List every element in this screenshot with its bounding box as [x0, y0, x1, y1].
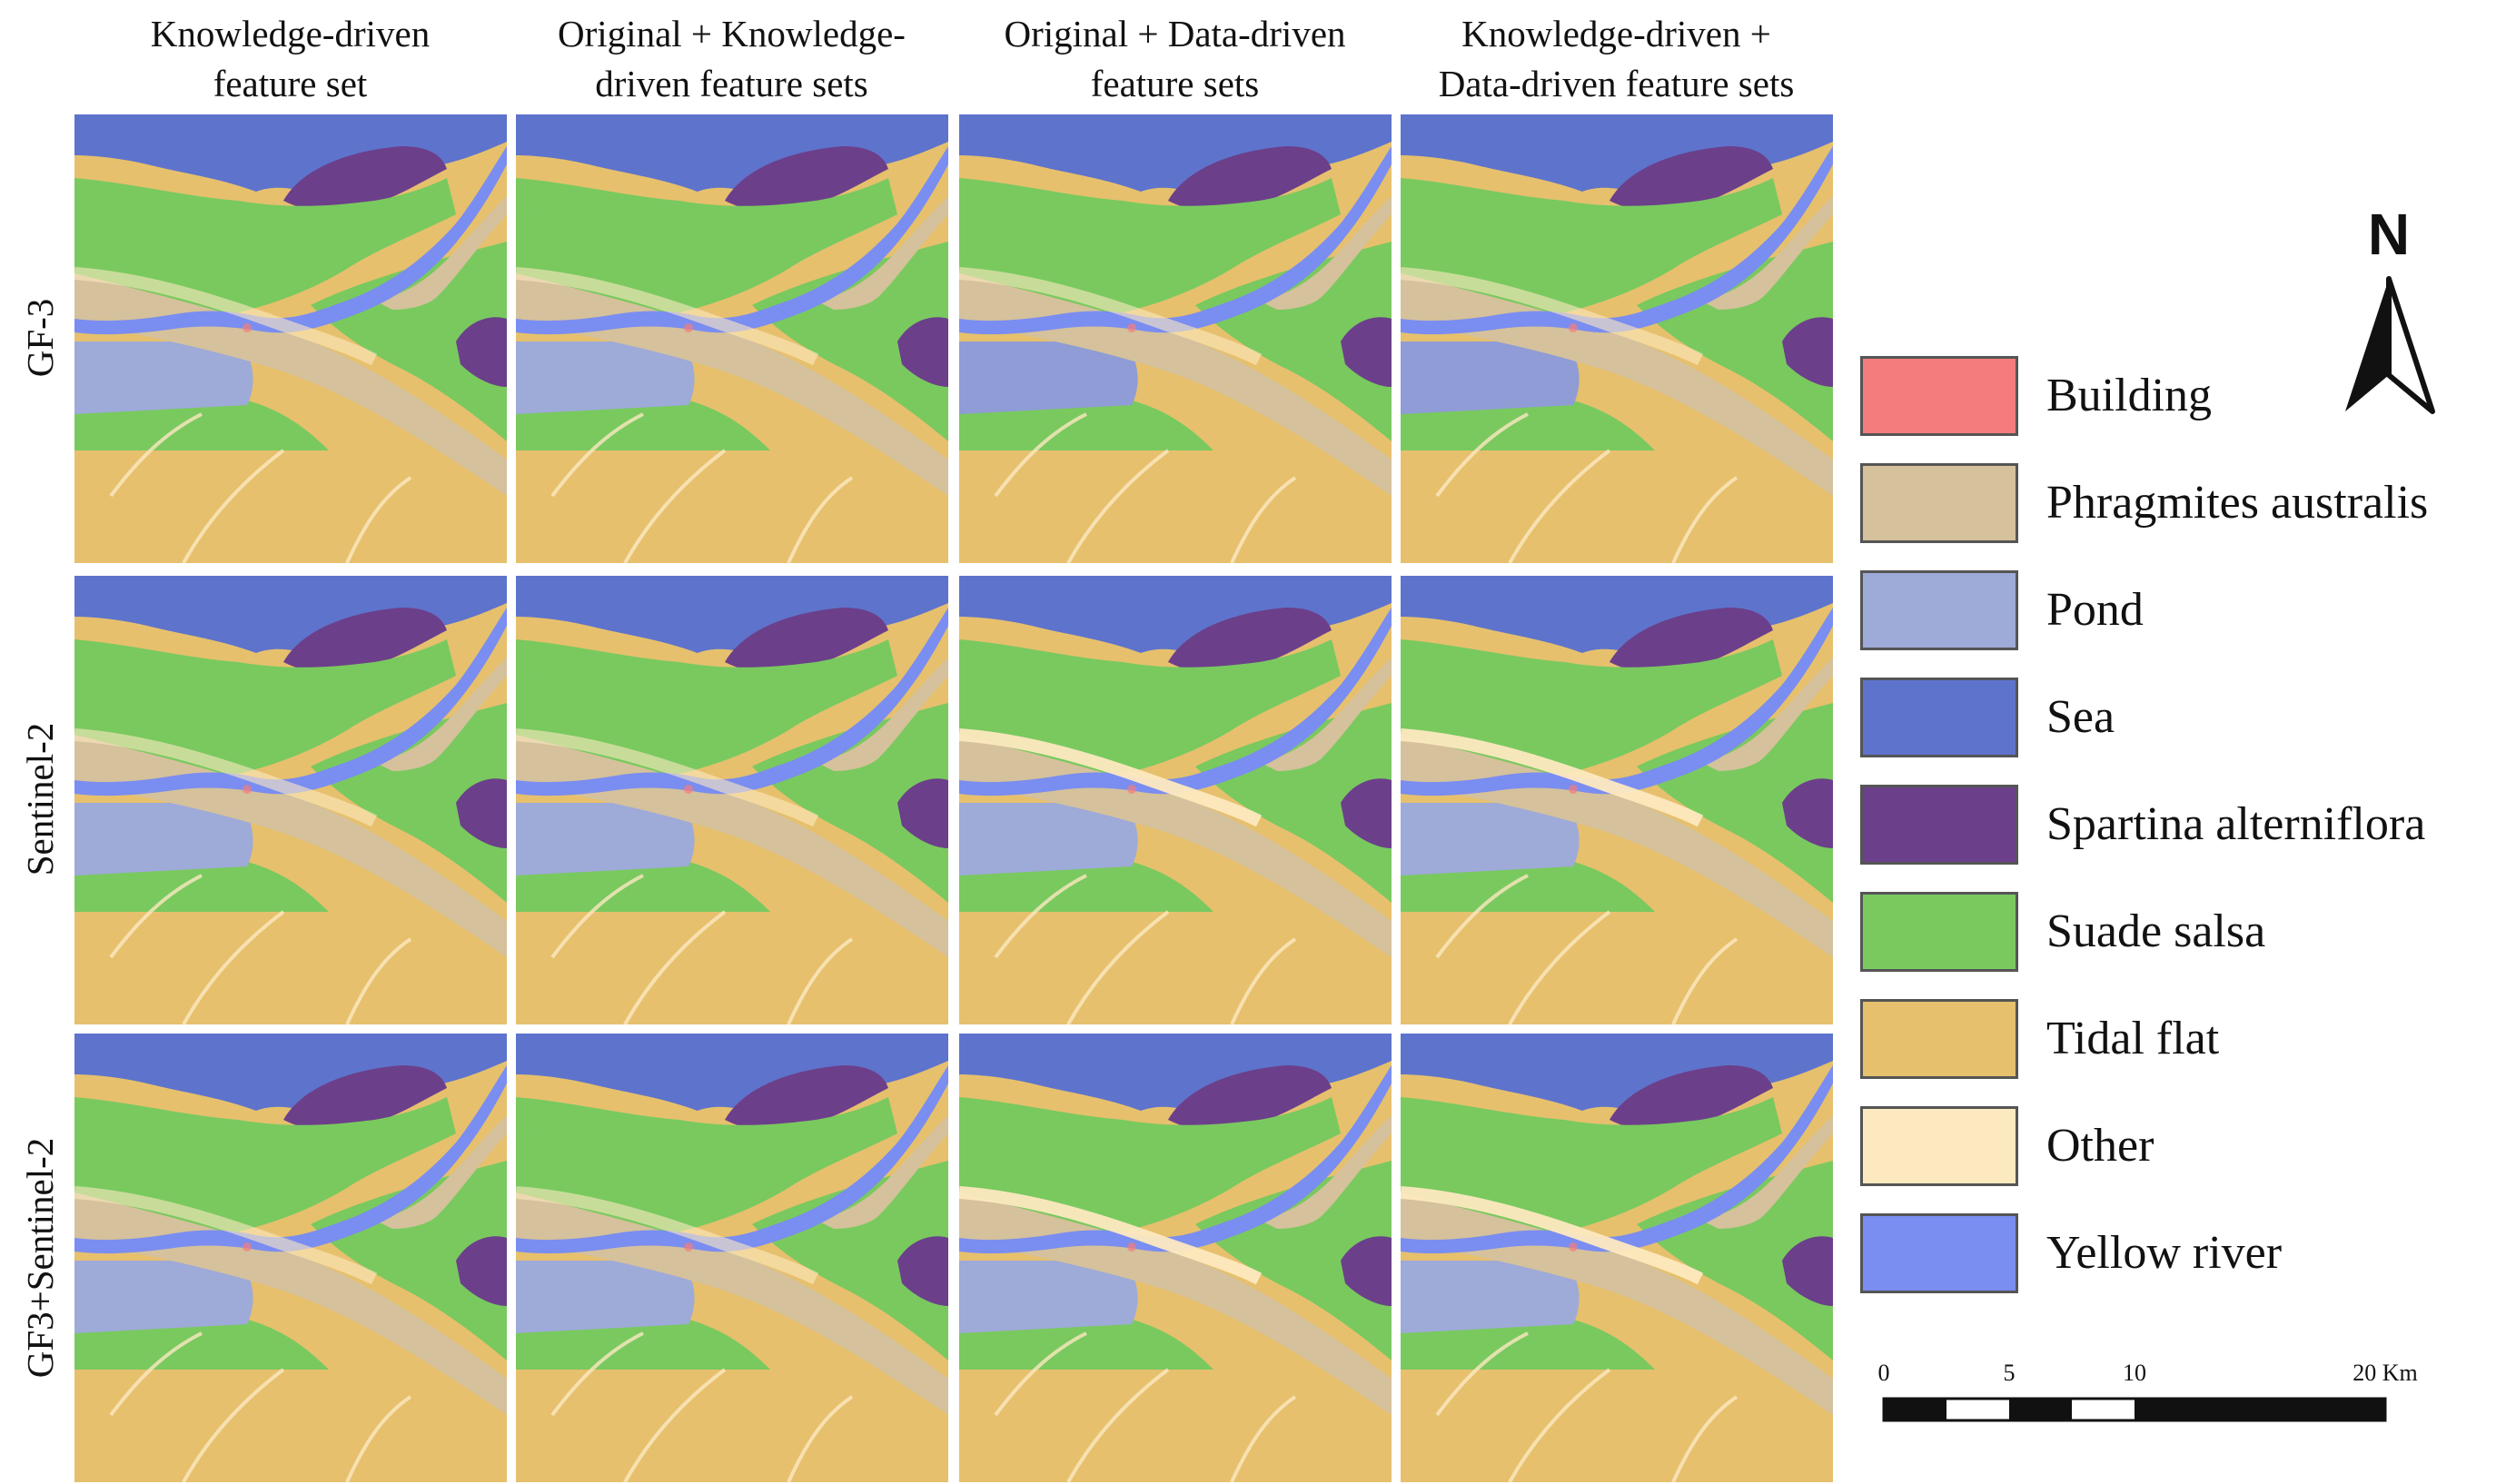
column-header-line: Knowledge-driven + — [1461, 13, 1771, 54]
map-panel — [516, 1034, 948, 1482]
column-header-1: Knowledge-driven feature set — [74, 9, 506, 109]
north-arrow-icon: N — [2345, 204, 2435, 414]
map-panel — [516, 576, 948, 1024]
column-header-2: Original + Knowledge- driven feature set… — [516, 9, 947, 109]
north-label: N — [2368, 204, 2410, 267]
map-panel — [959, 1034, 1392, 1482]
map-panel — [74, 576, 507, 1024]
map-panel — [516, 114, 948, 563]
column-header-line: feature sets — [1090, 63, 1260, 104]
column-header-line: driven feature sets — [595, 63, 868, 104]
legend-swatch — [1860, 1106, 2018, 1186]
map-panel — [959, 114, 1392, 563]
legend-label: Phragmites australis — [2046, 477, 2429, 529]
legend-label: Spartina alterniflora — [2046, 798, 2426, 850]
row-label-gf3-sentinel2: GF3+Sentinel-2 — [19, 1137, 61, 1379]
legend-swatch — [1860, 678, 2018, 757]
legend-swatch — [1860, 999, 2018, 1079]
map-panel — [1401, 1034, 1833, 1482]
map-panel — [74, 114, 507, 563]
legend-swatch — [1860, 1213, 2018, 1293]
legend-label: Suade salsa — [2046, 905, 2266, 957]
column-header-line: feature set — [213, 63, 368, 104]
legend-label: Other — [2046, 1120, 2154, 1172]
scale-bar: 0 5 10 20 Km — [1878, 1360, 2418, 1422]
column-header-line: Knowledge-driven — [150, 13, 431, 54]
legend-label: Building — [2046, 370, 2213, 421]
map-panel — [1401, 576, 1833, 1024]
column-header-line: Original + Knowledge- — [558, 13, 906, 54]
map-panel — [959, 576, 1392, 1024]
scale-tick-label: 5 — [2004, 1360, 2016, 1386]
column-header-3: Original + Data-driven feature sets — [959, 9, 1391, 109]
column-header-line: Data-driven feature sets — [1438, 63, 1795, 104]
scale-tick-label: 0 — [1878, 1360, 1890, 1386]
legend-label: Pond — [2046, 584, 2144, 636]
legend-swatch — [1860, 892, 2018, 972]
row-label-sentinel2: Sentinel-2 — [19, 722, 61, 876]
legend-label: Sea — [2046, 691, 2115, 743]
column-header-4: Knowledge-driven + Data-driven feature s… — [1401, 9, 1832, 109]
legend-swatch — [1860, 356, 2018, 436]
map-panel — [74, 1034, 507, 1482]
legend-swatch — [1860, 570, 2018, 650]
legend-swatch — [1860, 463, 2018, 543]
scale-tick-label: 10 — [2123, 1360, 2146, 1386]
map-panel — [1401, 114, 1833, 563]
scale-tick-label: 20 Km — [2353, 1360, 2418, 1386]
column-header-line: Original + Data-driven — [1004, 13, 1346, 54]
legend-label: Tidal flat — [2046, 1013, 2220, 1064]
legend-swatch — [1860, 785, 2018, 865]
legend-label: Yellow river — [2046, 1227, 2283, 1279]
row-label-gf3: GF-3 — [19, 298, 61, 378]
